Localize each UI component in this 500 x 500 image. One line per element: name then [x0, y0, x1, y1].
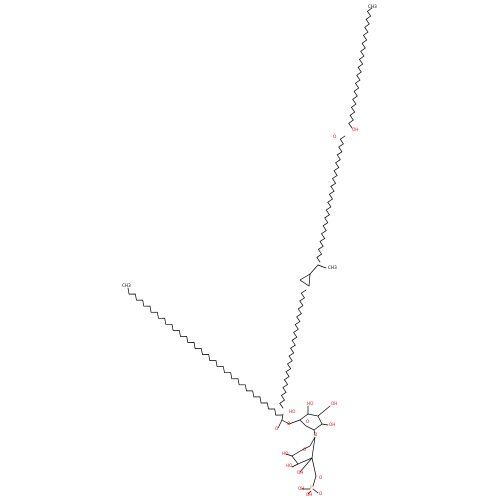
bond-methyl-branch [317, 264, 327, 269]
atom-label-sugar2-oh-c: OH [297, 470, 303, 475]
bond-chain-upper-middle [316, 135, 346, 263]
bond-sugar2-oh-c [299, 457, 313, 473]
atom-label-sugar2-ring-oxygen: O [303, 447, 307, 452]
bond-glycosidic [313, 429, 316, 436]
atom-label-phosphate-oh-1: OH [298, 486, 304, 491]
bond-network [127, 7, 373, 495]
bond-chain-top [348, 7, 373, 129]
atom-label-glycosidic-oxygen: O [314, 432, 318, 437]
bond-ester-o [281, 419, 290, 425]
bond-chain-lower-middle [279, 289, 307, 409]
atom-label-phosphate-oh-2: OH [306, 492, 312, 497]
bond-chain-alpha-left [127, 287, 283, 416]
atom-label-phosphorus: P [310, 485, 313, 490]
atom-label-sugar2-oh-b: HO [286, 463, 293, 468]
bond-sugar2-ch2 [311, 457, 317, 477]
atom-label-beta-hydroxy: HO [289, 409, 296, 414]
bond-ring-link-top [309, 264, 319, 275]
bond-sugar2-oh-b [291, 463, 299, 468]
bond-phosphate-oh2 [307, 490, 312, 495]
atom-label-ester-carbonyl: O [275, 426, 279, 431]
atom-label-sugar2-oh-a: HO [282, 451, 289, 456]
bond-sugar1-oh-c [321, 423, 329, 426]
atom-label-phosphate-double-oxygen: O [319, 491, 323, 496]
bond-phosphate-o-p [312, 475, 317, 487]
atom-label-hydroxy-top: OH [352, 127, 358, 132]
atom-label-chain-methyl: CH3 [328, 265, 337, 270]
atom-label-keto-oxygen: O [333, 134, 337, 139]
atom-label-sugar1-ring-oxygen: O [306, 419, 310, 424]
bond-phosphate-double-o [312, 488, 319, 494]
bond-ester-ch2 [288, 419, 301, 425]
bond-cyclopropane-ring [299, 273, 311, 287]
atom-label-top-methyl: CH3 [368, 4, 377, 9]
bond-sugar2-oh-a [285, 453, 293, 457]
bond-ester-c1 [281, 413, 284, 421]
bond-sugar1-ring [299, 413, 323, 431]
atom-label-sugar1-oh-c: OH [329, 422, 335, 427]
atom-label-left-methyl: CH3 [122, 283, 131, 288]
atom-label-sugar1-oh-a: HO [307, 401, 314, 406]
atom-label-ester-oxygen: O [287, 421, 291, 426]
bond-ester-carbonyl [277, 419, 283, 429]
atom-labels: CH3 CH3 CH3 O OH HO O O HO OH OH O O O H… [122, 4, 377, 497]
atom-label-phosphate-ester-oxygen: O [319, 475, 323, 480]
bond-sugar1-oh-b [317, 405, 331, 417]
atom-label-sugar1-oh-b: OH [331, 401, 337, 406]
